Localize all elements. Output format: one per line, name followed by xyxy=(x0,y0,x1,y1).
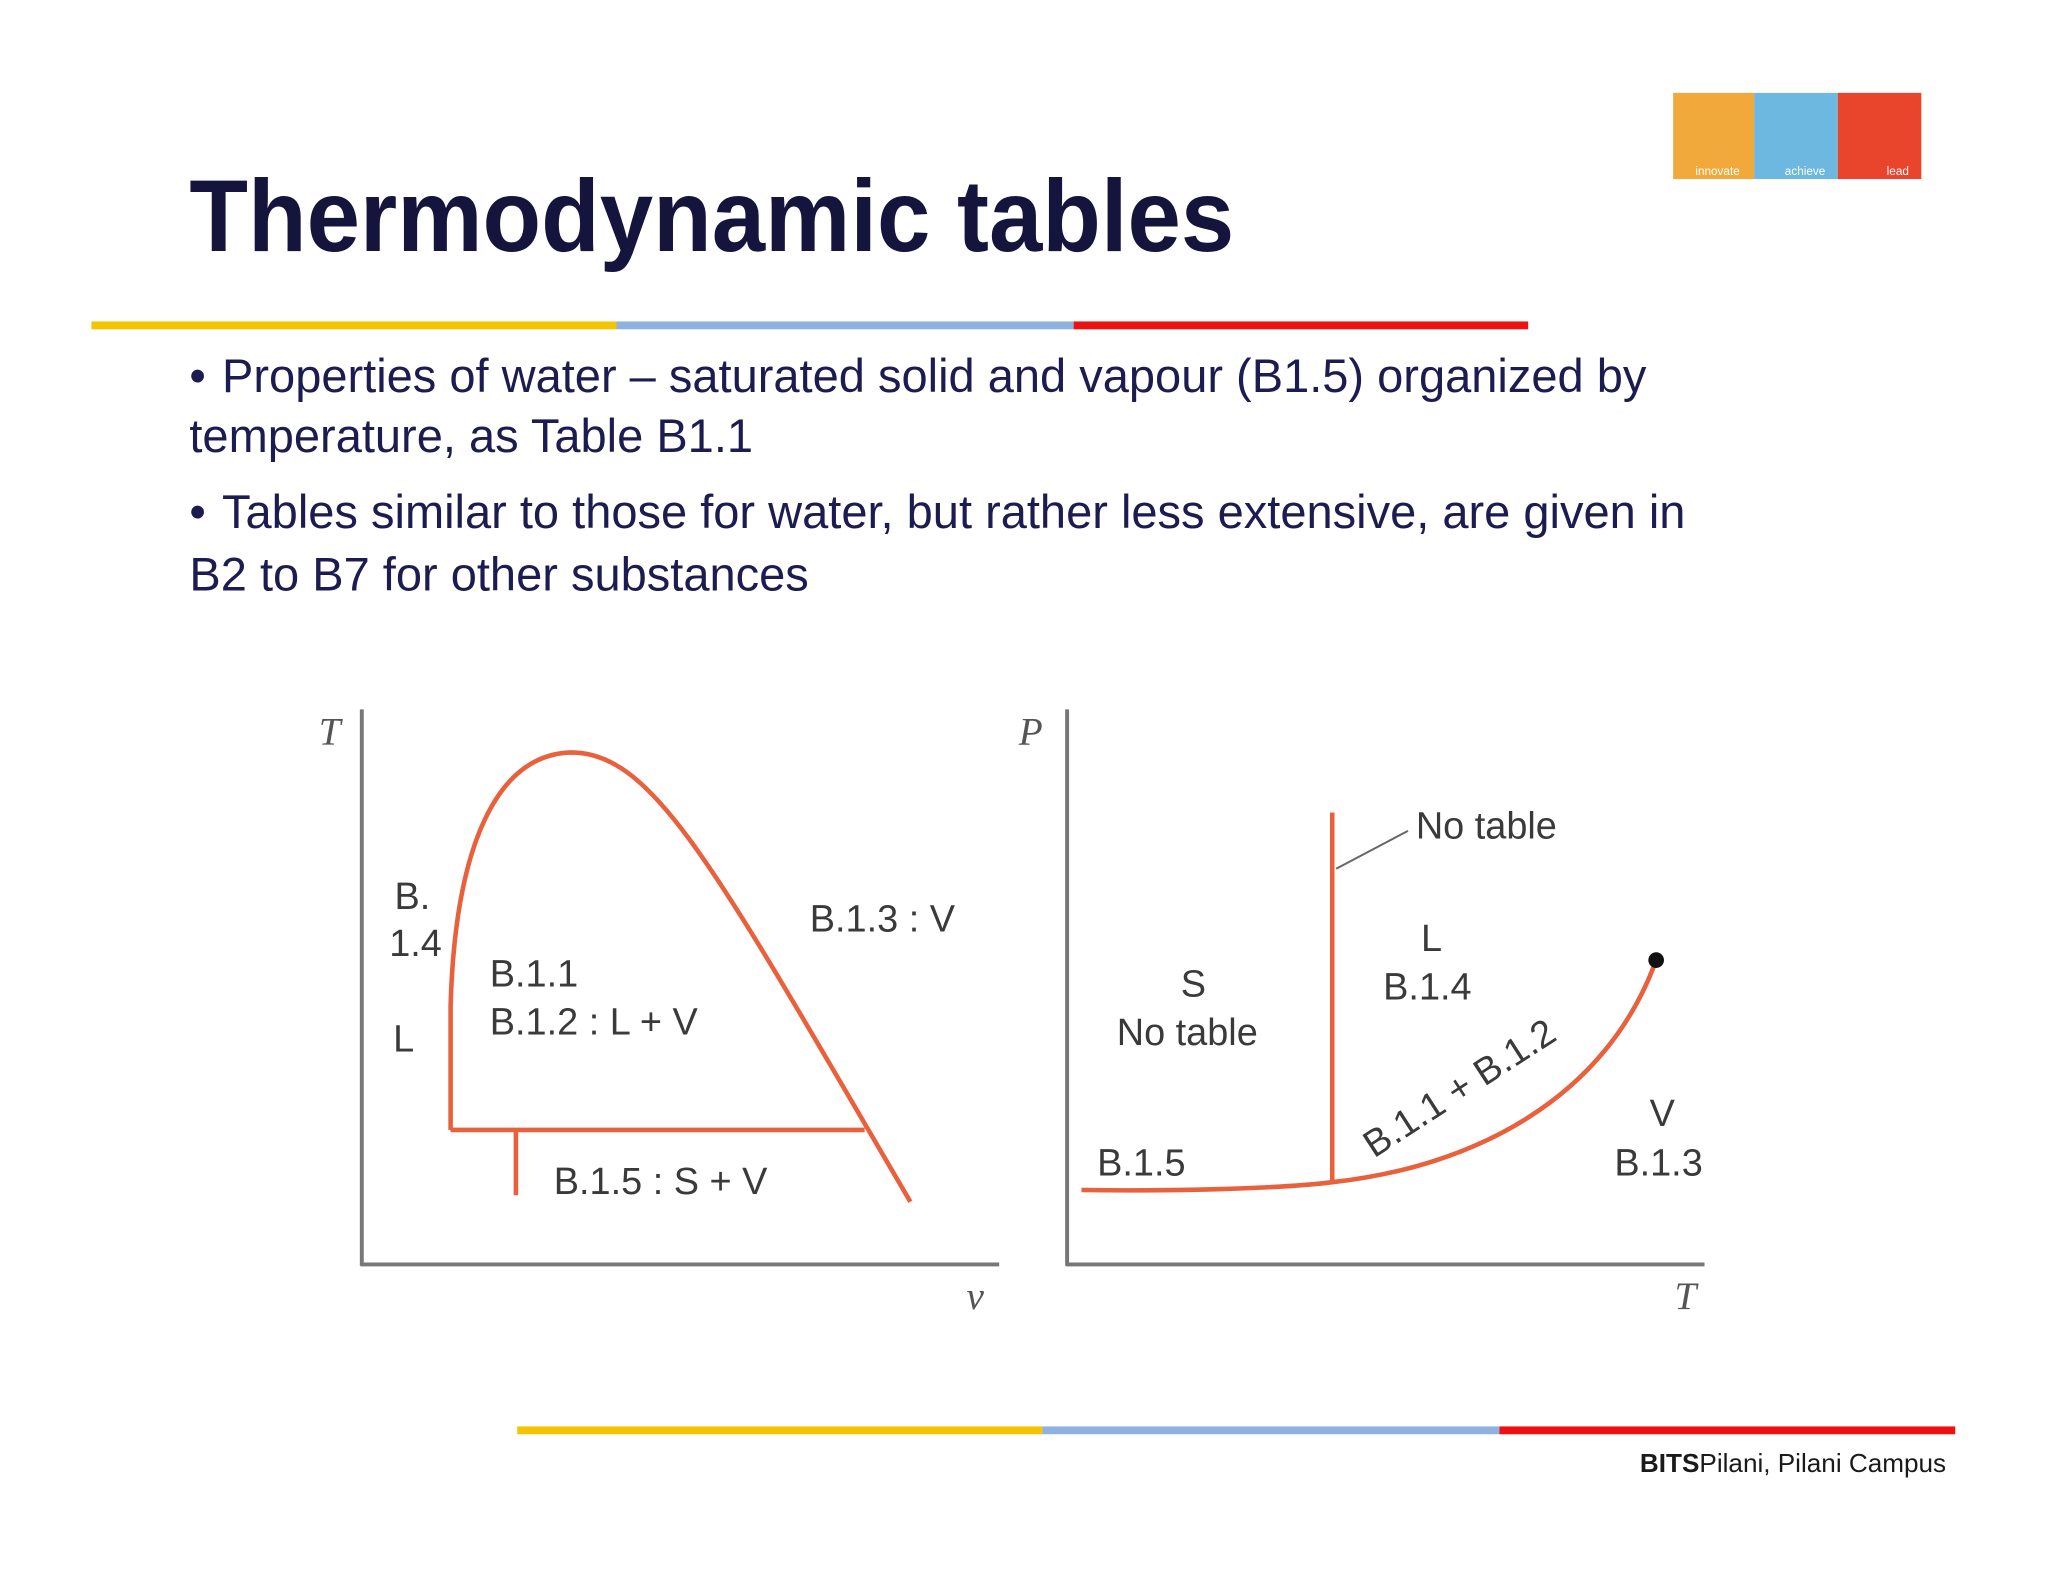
divider xyxy=(1073,321,1529,330)
divider xyxy=(1499,1426,1956,1435)
region-label: B.1.2 : L + V xyxy=(490,1002,699,1044)
region-label: B.1.4 xyxy=(1383,966,1471,1008)
region-label: S xyxy=(1181,964,1206,1006)
bullet-text: Tables similar to those for water, but r… xyxy=(222,485,1685,538)
axis-label: T xyxy=(1674,1275,1699,1318)
bullet-marker: • xyxy=(189,485,205,538)
footer: BITSPilani, Pilani Campus xyxy=(1640,1448,1946,1478)
region-label: No table xyxy=(1416,806,1557,848)
logo-block xyxy=(1837,92,1922,180)
logo-word: achieve xyxy=(1785,165,1826,178)
region-label: 1.4 xyxy=(389,923,442,965)
region-label: L xyxy=(1421,918,1442,960)
logo-block xyxy=(1754,92,1838,180)
region-label: B.1.5 xyxy=(1097,1143,1185,1185)
logo-word: lead xyxy=(1887,165,1909,178)
pointer xyxy=(1335,829,1409,870)
footer-campus: Pilani, Pilani Campus xyxy=(1699,1448,1946,1478)
divider xyxy=(1042,1426,1500,1435)
region-label: B. xyxy=(394,876,430,918)
footer-brand: BITS xyxy=(1640,1448,1699,1478)
region-label: L xyxy=(393,1019,414,1061)
bullet-text: B2 to B7 for other substances xyxy=(189,548,808,601)
bullet-marker: • xyxy=(189,349,205,402)
axis-label: v xyxy=(967,1275,985,1318)
axis-label: T xyxy=(319,711,344,754)
divider xyxy=(91,321,617,330)
region-label: B.1.3 : V xyxy=(810,898,956,940)
logo-block xyxy=(1673,92,1755,180)
bullet-text: Properties of water – saturated solid an… xyxy=(222,349,1647,402)
slide-title: Thermodynamic tables xyxy=(189,159,1234,273)
axis-label: P xyxy=(1018,711,1043,754)
region-label: B.1.5 : S + V xyxy=(554,1161,768,1203)
bullet-text: temperature, as Table B1.1 xyxy=(189,409,753,462)
logo-word: innovate xyxy=(1695,165,1740,178)
critical-point xyxy=(1648,952,1664,968)
logo: innovate achieve lead xyxy=(1673,92,1922,180)
saturation-dome xyxy=(448,750,913,1203)
region-label: V xyxy=(1650,1093,1676,1135)
region-label: B.1.3 xyxy=(1614,1143,1702,1185)
divider xyxy=(616,321,1074,330)
region-label: B.1.1 xyxy=(490,953,578,995)
tv-diagram: T v B. 1.4 L B.1.1 B.1.2 : L + V B.1.3 :… xyxy=(319,709,1000,1318)
region-label: No table xyxy=(1117,1012,1258,1054)
saturation-curve xyxy=(1081,959,1659,1193)
divider xyxy=(517,1426,1043,1435)
